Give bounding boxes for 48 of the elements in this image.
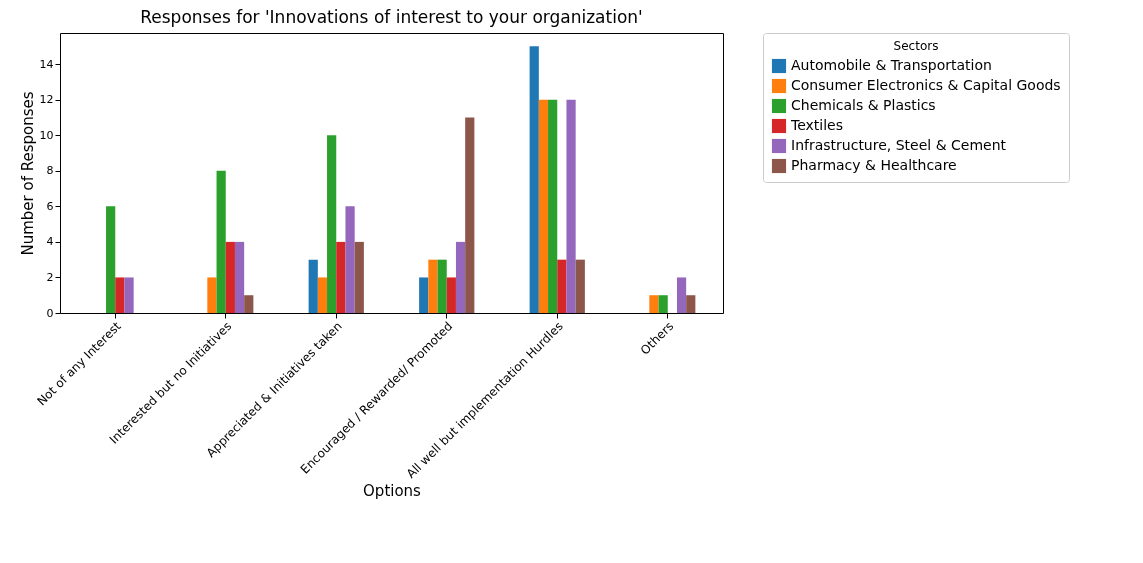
bar	[234, 241, 245, 313]
legend-label: Infrastructure, Steel & Cement	[791, 137, 1007, 153]
bar	[428, 259, 438, 313]
legend-title: Sectors	[893, 39, 939, 53]
bar	[465, 117, 475, 313]
bar	[455, 241, 466, 313]
bar	[658, 295, 668, 313]
bar	[106, 206, 116, 313]
legend-label: Automobile & Transportation	[791, 57, 992, 73]
bar	[216, 170, 226, 313]
y-tick-label: 14	[39, 57, 54, 71]
y-tick-label: 4	[46, 235, 54, 249]
bar	[437, 259, 447, 313]
bar	[529, 46, 539, 313]
legend-label: Consumer Electronics & Capital Goods	[791, 77, 1061, 93]
bar	[649, 295, 659, 313]
bar	[538, 99, 549, 313]
y-tick-label: 10	[39, 128, 54, 142]
legend-label: Chemicals & Plastics	[791, 97, 936, 113]
y-tick-label: 6	[46, 199, 54, 213]
y-tick-label: 12	[39, 93, 54, 107]
bar	[317, 277, 328, 313]
bar	[676, 277, 687, 313]
bar	[308, 259, 318, 313]
bar	[115, 277, 125, 313]
bar	[354, 241, 364, 313]
bar	[345, 206, 355, 313]
bar	[686, 295, 696, 313]
bar	[566, 99, 576, 313]
legend-label: Textiles	[790, 117, 844, 133]
bar	[225, 241, 235, 313]
bar	[548, 99, 558, 313]
bar	[446, 277, 456, 313]
bar	[124, 277, 134, 313]
bar	[336, 241, 346, 313]
chart-title: Responses for 'Innovations of interest to your organization'	[140, 6, 643, 27]
bar	[575, 259, 585, 313]
bar	[207, 277, 217, 313]
x-axis-title: Options	[363, 482, 422, 501]
bar	[244, 295, 254, 313]
bar	[327, 135, 337, 313]
y-tick-label: 0	[46, 306, 54, 320]
legend-label: Pharmacy & Healthcare	[791, 157, 957, 173]
y-tick-label: 2	[46, 270, 54, 284]
bar	[557, 259, 567, 313]
y-tick-label: 8	[46, 164, 54, 178]
bar	[419, 277, 429, 313]
y-axis-title: Number of Responses	[18, 91, 37, 256]
